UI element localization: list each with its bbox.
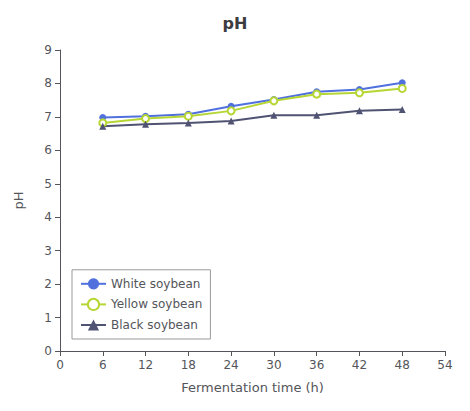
svg-text:24: 24 (223, 358, 238, 372)
svg-text:42: 42 (352, 358, 367, 372)
svg-text:Black soybean: Black soybean (111, 318, 198, 332)
svg-text:0: 0 (56, 358, 64, 372)
svg-text:7: 7 (44, 110, 52, 124)
svg-text:2: 2 (44, 277, 52, 291)
svg-text:0: 0 (44, 344, 52, 358)
svg-text:12: 12 (138, 358, 153, 372)
svg-text:36: 36 (309, 358, 324, 372)
svg-text:54: 54 (437, 358, 452, 372)
svg-text:6: 6 (44, 143, 52, 157)
svg-text:18: 18 (181, 358, 196, 372)
svg-text:48: 48 (395, 358, 410, 372)
svg-text:9: 9 (44, 43, 52, 57)
svg-text:8: 8 (44, 76, 52, 90)
svg-text:White soybean: White soybean (111, 277, 200, 291)
svg-text:Fermentation time (h): Fermentation time (h) (181, 380, 324, 395)
svg-text:pH: pH (223, 14, 248, 33)
svg-text:6: 6 (99, 358, 107, 372)
svg-text:Yellow soybean: Yellow soybean (110, 297, 202, 311)
svg-text:pH: pH (11, 191, 26, 209)
svg-text:30: 30 (266, 358, 281, 372)
svg-text:1: 1 (44, 311, 52, 325)
svg-text:3: 3 (44, 244, 52, 258)
svg-text:5: 5 (44, 177, 52, 191)
svg-text:4: 4 (44, 210, 52, 224)
